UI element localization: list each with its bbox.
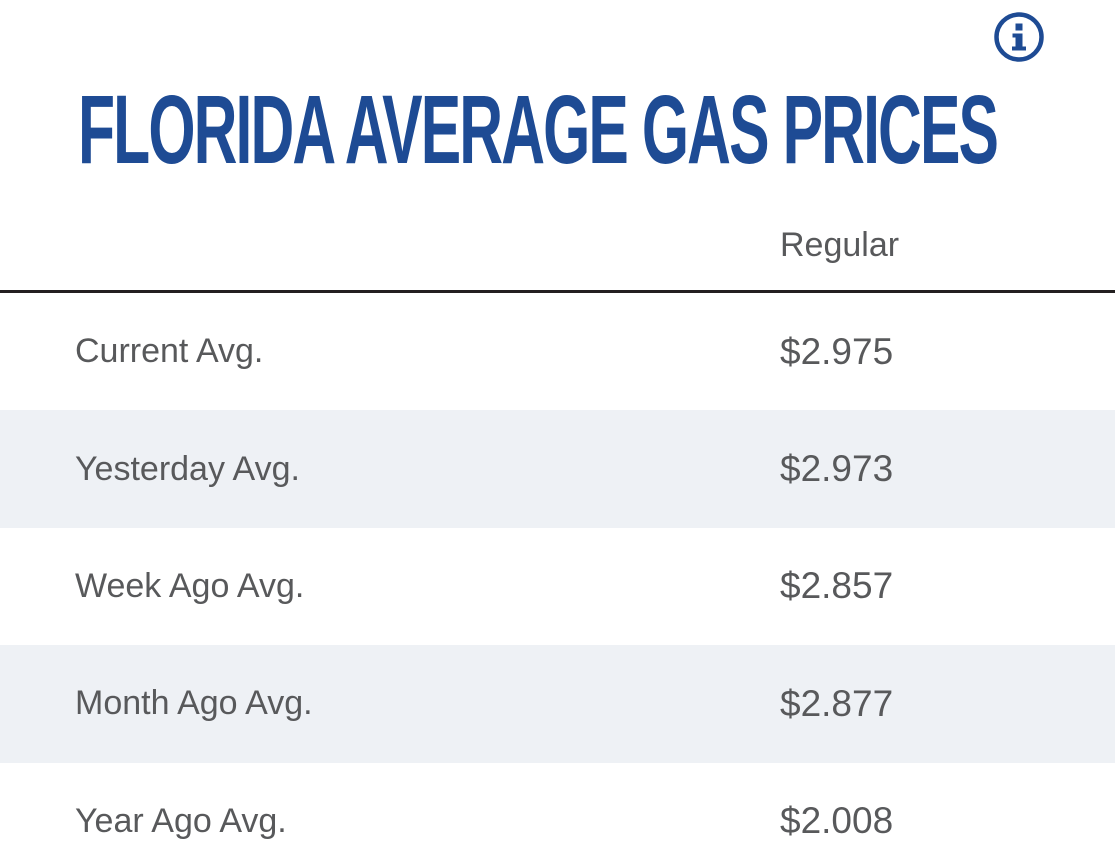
price-table: Current Avg. $2.975 Yesterday Avg. $2.97…: [0, 293, 1115, 866]
row-value: $2.877: [780, 682, 894, 724]
table-row: Current Avg. $2.975: [0, 293, 1115, 411]
row-label: Yesterday Avg.: [75, 449, 300, 488]
row-label: Month Ago Avg.: [75, 684, 313, 723]
row-label: Year Ago Avg.: [75, 801, 287, 840]
table-row: Month Ago Avg. $2.877: [0, 645, 1115, 763]
column-header-regular: Regular: [780, 226, 900, 264]
table-row: Year Ago Avg. $2.008: [0, 762, 1115, 866]
row-value: $2.975: [780, 330, 894, 372]
row-value: $2.973: [780, 448, 894, 490]
row-label: Current Avg.: [75, 332, 264, 371]
row-value: $2.008: [780, 800, 894, 842]
page-title: FLORIDA AVERAGE GAS PRICES: [78, 74, 999, 184]
table-header-rule: [0, 290, 1115, 293]
row-label: Week Ago Avg.: [75, 566, 305, 605]
info-icon: [993, 12, 1045, 66]
table-row: Yesterday Avg. $2.973: [0, 410, 1115, 528]
row-value: $2.857: [780, 565, 894, 607]
info-button[interactable]: [993, 11, 1045, 63]
table-row: Week Ago Avg. $2.857: [0, 527, 1115, 646]
